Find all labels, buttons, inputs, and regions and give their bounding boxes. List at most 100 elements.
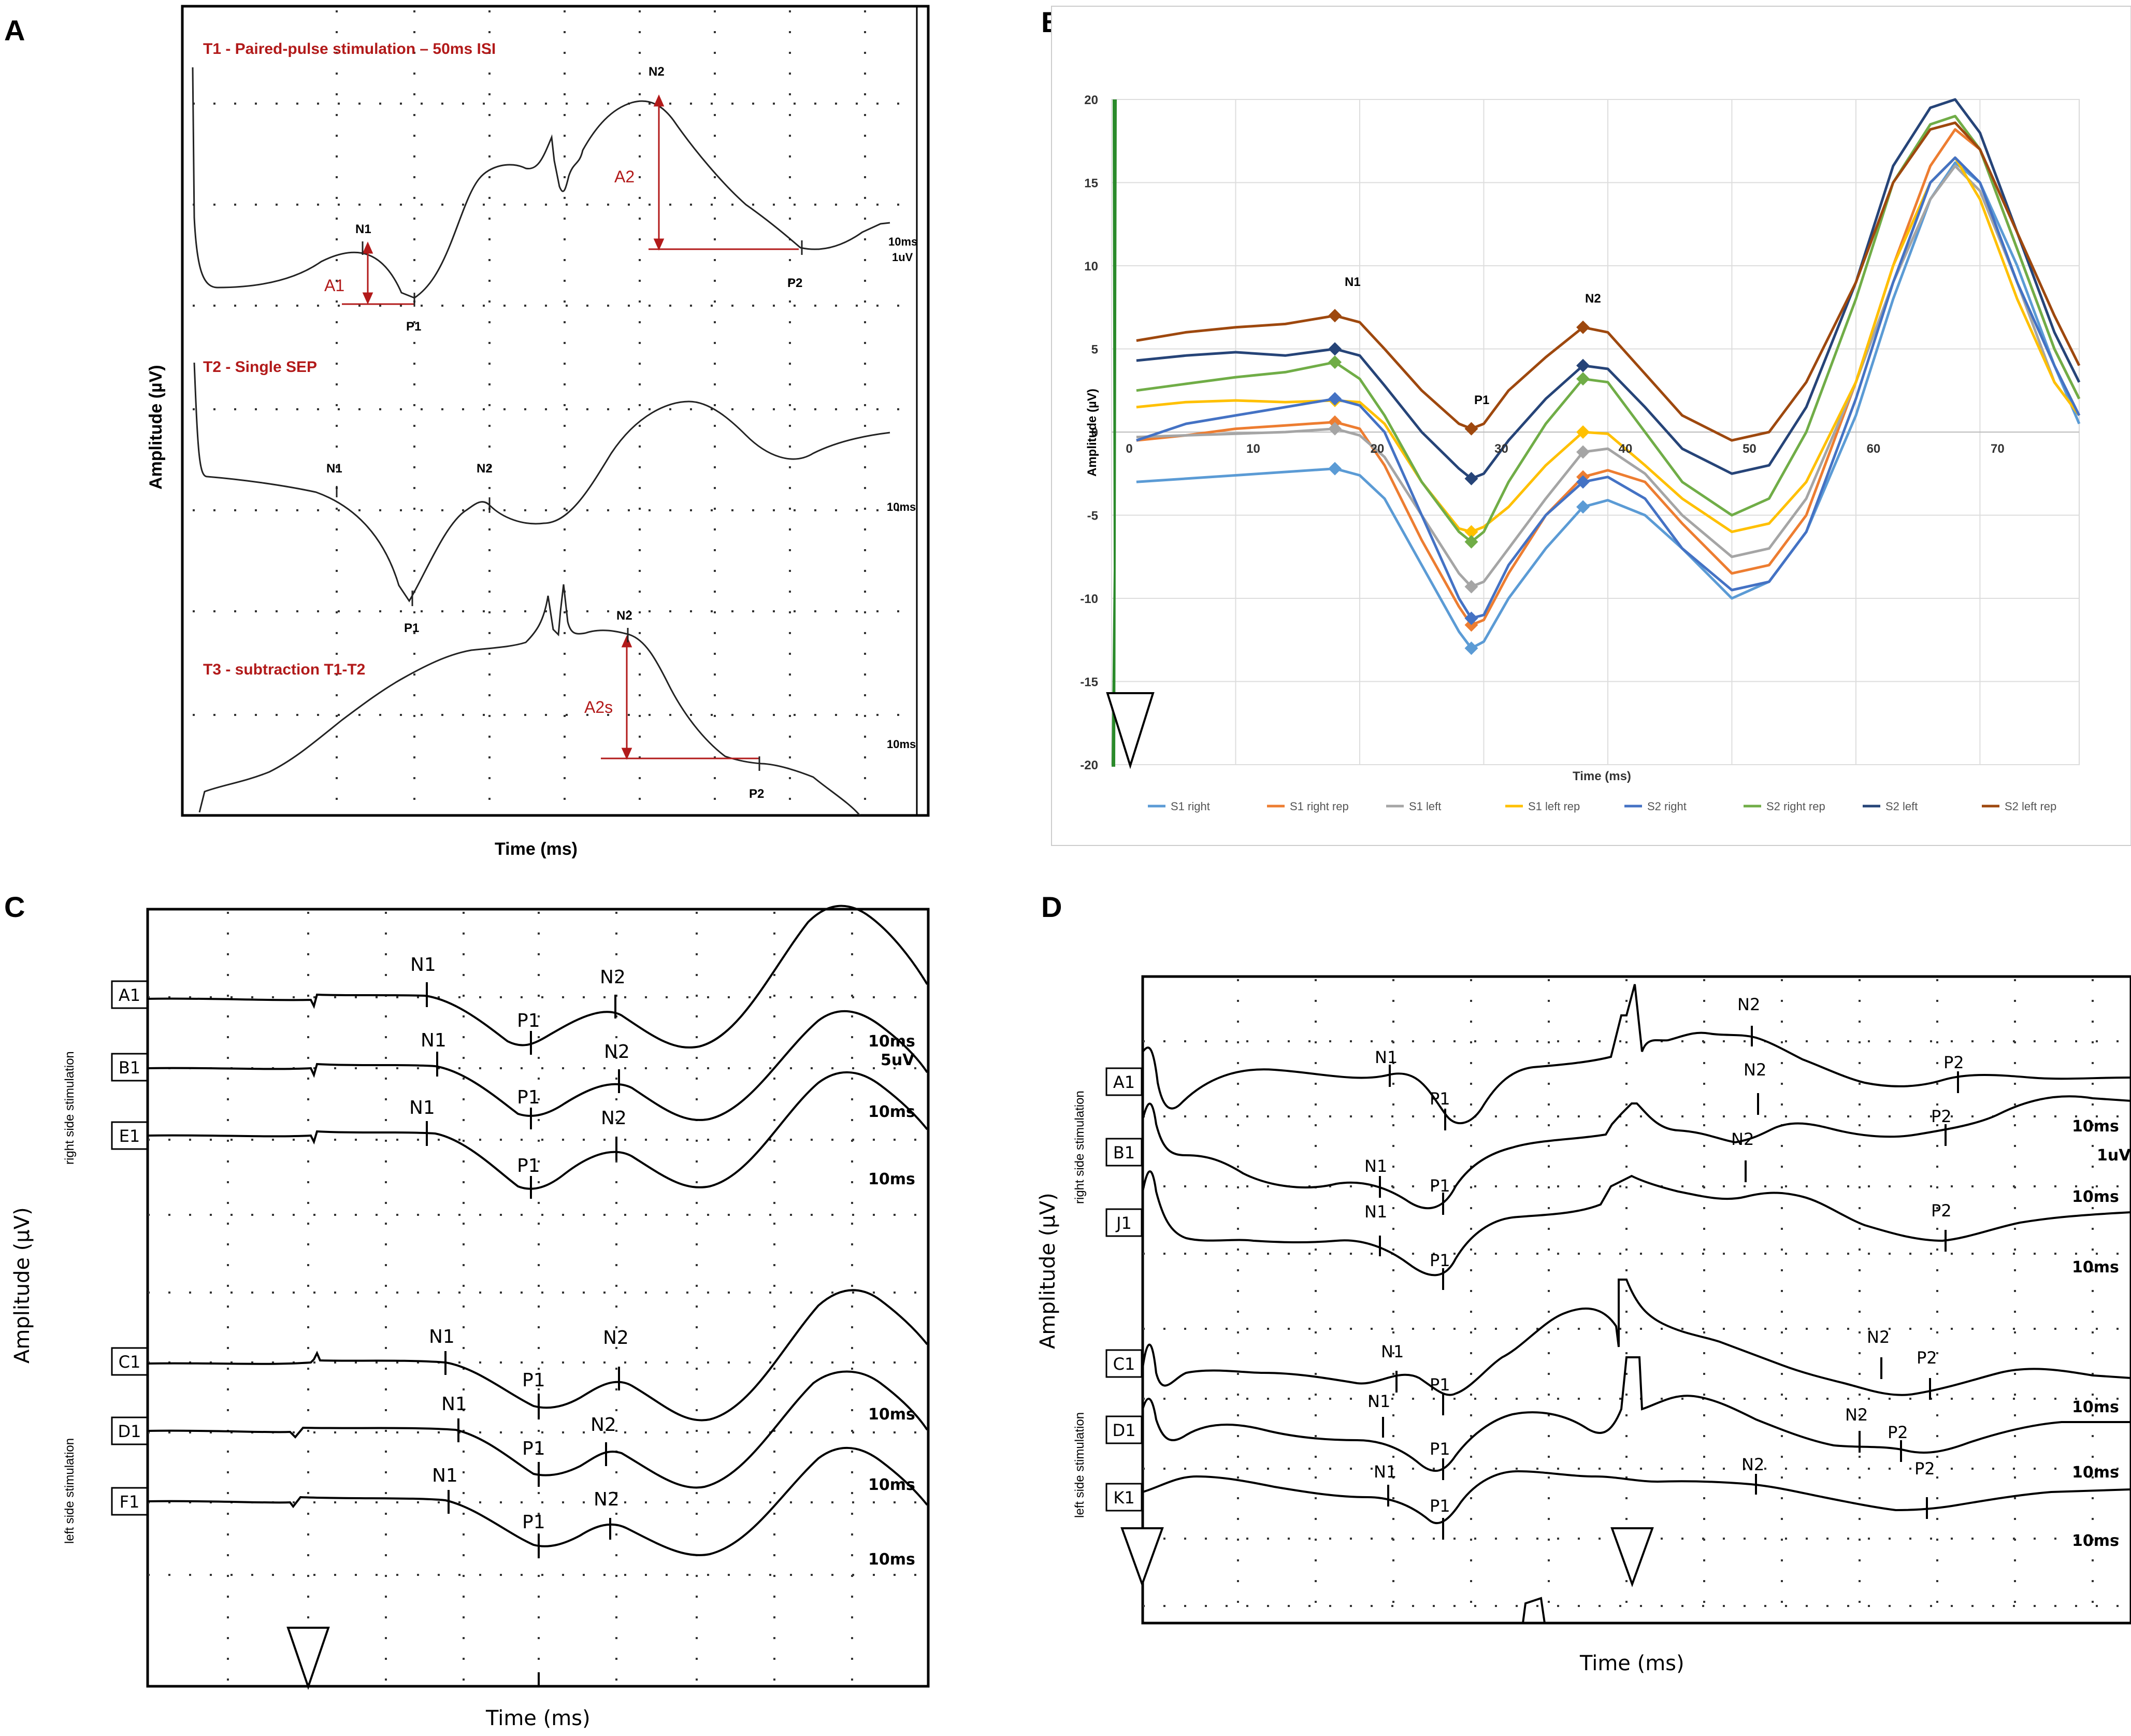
b-series-marker — [1576, 425, 1590, 439]
d-row-label: B1 — [1113, 1143, 1135, 1163]
trace-c-c1 — [147, 1289, 928, 1422]
b-xtick-label: 30 — [1494, 442, 1508, 456]
panel-a: T1 - Paired-pulse stimulation – 50ms ISI… — [146, 5, 930, 859]
c-row-box — [111, 1121, 148, 1150]
b-series-marker — [1576, 358, 1590, 372]
c-row-box — [111, 980, 148, 1009]
c-d1-p1: P1 — [522, 1438, 545, 1459]
panel-d-frame — [1141, 975, 2131, 1625]
panel-label-d: D — [1041, 891, 1062, 923]
d-k1-n2: N2 — [1741, 1455, 1764, 1474]
d-j1-p2: P2 — [1931, 1201, 1952, 1221]
trace-d-d1 — [1142, 1356, 2131, 1472]
b-xtick-label: 0 — [1126, 442, 1132, 456]
d-d1-p1: P1 — [1430, 1439, 1450, 1459]
c-f1-n2: N2 — [594, 1489, 620, 1510]
a2-arrowhead-top — [653, 94, 665, 107]
d-j1-n2: N2 — [1731, 1129, 1754, 1149]
a2s-arrowhead-bottom — [621, 748, 632, 760]
t1-p2-label: P2 — [787, 276, 802, 290]
c-f1-n1: N1 — [432, 1465, 458, 1486]
panel-c-xlabel: Time (ms) — [485, 1706, 591, 1730]
d-scale-time-4: 10ms — [2072, 1398, 2119, 1416]
c-row-box — [111, 1053, 148, 1082]
t1-n2-label: N2 — [649, 65, 665, 79]
b-legend-label: S2 left — [1885, 800, 1918, 813]
b-legend-label: S1 right rep — [1290, 800, 1349, 813]
panel-a-ylabel: Amplitude (µV) — [146, 365, 166, 490]
b-series-line — [1136, 121, 2081, 442]
d-a1-p2: P2 — [1943, 1053, 1964, 1072]
c-e1-n1: N1 — [409, 1097, 435, 1118]
a2s-label: A2s — [584, 698, 613, 716]
c-c1-n1: N1 — [429, 1326, 455, 1347]
c-b1-n2: N2 — [604, 1041, 630, 1063]
t3-trace — [198, 584, 861, 816]
b-series-line — [1136, 164, 2081, 588]
b-ytick-label: -10 — [1080, 592, 1098, 606]
t1-n1-label: N1 — [355, 222, 371, 236]
c-group-right: right side stimulation — [63, 1051, 77, 1165]
d-row-label: C1 — [1113, 1354, 1135, 1374]
c-scale-time-5: 10ms — [868, 1476, 915, 1494]
d-a1-n2: N2 — [1737, 995, 1760, 1014]
panel-b-legend: S1 right S1 right rep S1 left S1 left rep S2… — [1148, 800, 2056, 813]
b-legend-label: S2 right — [1647, 800, 1687, 813]
c-scale-time-4: 10ms — [868, 1405, 915, 1424]
b-xtick-label: 20 — [1371, 442, 1385, 456]
a2s-arrowhead-top — [621, 635, 632, 648]
d-scale-time-1: 10ms — [2072, 1117, 2119, 1136]
a1-label: A1 — [324, 276, 344, 295]
d-j1-p1: P1 — [1430, 1251, 1450, 1270]
b-legend-label: S1 left — [1409, 800, 1441, 813]
d-scale-time-6: 10ms — [2072, 1532, 2119, 1550]
b-ytick-label: -5 — [1087, 509, 1098, 523]
c-row-box — [111, 1347, 148, 1376]
t2-scale-time: 10ms — [887, 500, 916, 513]
t1-scale-amp: 1uV — [892, 251, 913, 264]
b-series-marker — [1576, 372, 1590, 386]
t2-p1-label: P1 — [404, 621, 419, 635]
d-b1-n2: N2 — [1744, 1060, 1766, 1080]
b-legend-label: S2 left rep — [2005, 800, 2056, 813]
c-row-label: F1 — [120, 1492, 140, 1512]
b-series-marker — [1464, 641, 1478, 655]
d-row-box — [1105, 1208, 1143, 1237]
panel-label-a: A — [4, 14, 25, 47]
c-row-label: C1 — [119, 1352, 141, 1372]
panel-c-peak-ticks — [426, 982, 620, 1686]
d-row-label: A1 — [1113, 1072, 1135, 1092]
c-scale-time-6: 10ms — [868, 1551, 915, 1569]
trace-d-a1 — [1142, 984, 2131, 1124]
d-c1-p1: P1 — [1430, 1375, 1450, 1395]
trace-d-c1 — [1142, 1279, 2131, 1396]
b-series-marker — [1328, 462, 1342, 476]
t1-title: T1 - Paired-pulse stimulation – 50ms ISI — [203, 40, 496, 58]
trace-c-d1 — [147, 1370, 928, 1489]
b-legend-label: S1 right — [1171, 800, 1210, 813]
b-series-marker — [1464, 471, 1478, 485]
b-xtick-label: 70 — [1991, 442, 2005, 456]
c-d1-n1: N1 — [441, 1394, 467, 1415]
b-series-line — [1136, 156, 2081, 620]
b-series-marker — [1328, 342, 1342, 356]
d-row-label: K1 — [1113, 1488, 1134, 1508]
b-series-marker — [1576, 500, 1590, 514]
d-k1-p1: P1 — [1430, 1496, 1450, 1516]
stimulus-artifact — [1112, 99, 1117, 767]
c-scale-amp: 5uV — [881, 1051, 915, 1069]
d-k1-n1: N1 — [1374, 1462, 1396, 1482]
c-a1-n1: N1 — [410, 954, 436, 975]
a1-arrowhead-bottom — [362, 292, 373, 305]
trace-c-f1 — [147, 1447, 928, 1556]
d-d1-p2: P2 — [1888, 1423, 1908, 1442]
t2-n1-label: N1 — [326, 462, 342, 476]
b-series-marker — [1328, 355, 1342, 369]
c-b1-p1: P1 — [517, 1087, 540, 1108]
d-k1-p2: P2 — [1914, 1459, 1935, 1479]
t1-p1-label: P1 — [406, 320, 421, 334]
d-j1-n1: N1 — [1364, 1202, 1387, 1222]
b-n2-label: N2 — [1585, 292, 1601, 306]
b-xtick-label: 60 — [1867, 442, 1881, 456]
